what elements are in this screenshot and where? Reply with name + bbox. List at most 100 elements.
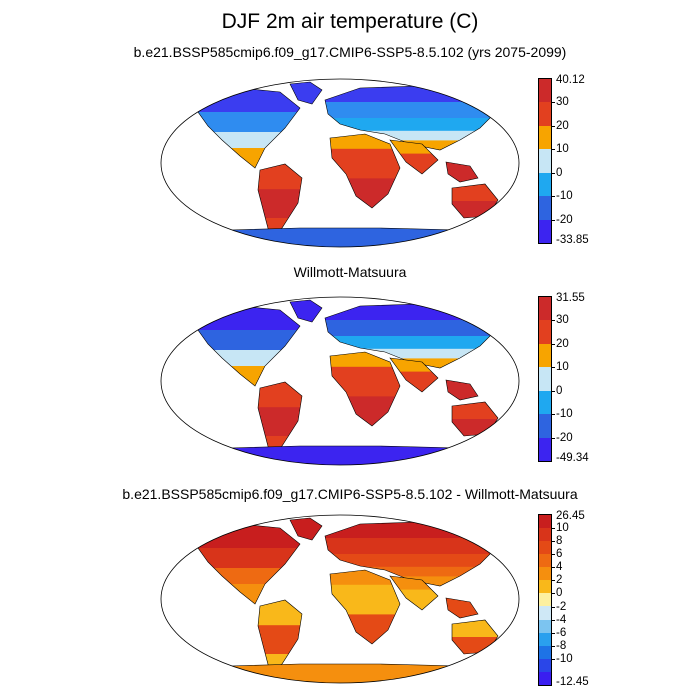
colorbar-segment (539, 79, 551, 103)
colorbar-tick (551, 437, 555, 439)
temperature-band (452, 184, 498, 202)
temperature-band (325, 130, 500, 141)
panel-3-colorbar (538, 514, 552, 686)
colorbar-tick (551, 414, 555, 416)
colorbar-segment (539, 320, 551, 344)
colorbar-segment (539, 102, 551, 126)
colorbar-segment (539, 567, 551, 581)
colorbar-tick (551, 172, 555, 174)
coastline (445, 161, 479, 183)
colorbar-tick-label: 10 (556, 522, 569, 535)
colorbar-tick (551, 593, 555, 595)
colorbar-segment (539, 196, 551, 220)
land-region (446, 380, 478, 400)
colorbar-segment (539, 297, 551, 321)
temperature-band (325, 348, 500, 359)
colorbar-tick (551, 632, 555, 634)
colorbar-tick-label: -2 (556, 600, 567, 613)
coastline (329, 569, 401, 645)
land-region (452, 620, 498, 654)
colorbar-min-label: -12.45 (556, 676, 589, 688)
map-svg (160, 78, 520, 248)
coastline (389, 357, 439, 393)
colorbar-tick-label: 30 (556, 314, 569, 327)
panel-2-map (160, 296, 520, 466)
colorbar-tick (551, 219, 555, 221)
colorbar-segment (539, 125, 551, 150)
colorbar-tick-label: -10 (556, 408, 573, 421)
colorbar-tick-label: 2 (556, 574, 563, 587)
temperature-band (452, 620, 498, 638)
temperature-band (325, 336, 500, 350)
coastline (389, 139, 439, 175)
coastline (257, 599, 303, 673)
colorbar-tick-label: -4 (556, 613, 567, 626)
land-region (452, 184, 498, 218)
panel-2-title: Willmott-Matsuura (293, 264, 407, 280)
colorbar-tick (551, 619, 555, 621)
colorbar-segment (539, 554, 551, 568)
colorbar-tick-label: 0 (556, 166, 563, 179)
colorbar-tick (551, 367, 555, 369)
colorbar-tick-label: 10 (556, 143, 569, 156)
land-region (230, 664, 460, 683)
colorbar-segment (539, 390, 551, 415)
colorbar-segment (539, 606, 551, 620)
colorbar-tick-label: -20 (556, 213, 573, 226)
colorbar-segment (539, 658, 551, 672)
colorbar-segment (539, 671, 551, 685)
colorbar-tick (551, 102, 555, 104)
land-region (290, 518, 322, 540)
land-region (452, 402, 498, 436)
globe-outline (160, 78, 520, 248)
colorbar-tick-label: -6 (556, 626, 567, 639)
panel-3-map (160, 514, 520, 684)
colorbar-tick-label: -10 (556, 652, 573, 665)
panel-1-colorbar (538, 78, 552, 244)
coastline (445, 379, 479, 401)
colorbar-tick (551, 580, 555, 582)
colorbar-segment (539, 172, 551, 197)
coastline (197, 523, 301, 605)
land-region (446, 598, 478, 618)
temperature-band (325, 102, 500, 119)
colorbar-tick-label: 10 (556, 361, 569, 374)
temperature-band (198, 548, 300, 569)
colorbar-segment (539, 580, 551, 594)
colorbar-segment (539, 593, 551, 607)
colorbar-segment (539, 367, 551, 391)
panel-1-title: b.e21.BSSP585cmip6.f09_g17.CMIP6-SSP5-8.… (133, 44, 567, 60)
land-region (290, 300, 322, 322)
temperature-band (325, 320, 500, 337)
colorbar-tick (551, 554, 555, 556)
temperature-band (446, 162, 478, 182)
globe-outline (160, 514, 520, 684)
temperature-band (325, 554, 500, 568)
temperature-band (325, 118, 500, 132)
colorbar-tick-label: 20 (556, 119, 569, 132)
colorbar-segment (539, 219, 551, 243)
coastline (329, 351, 401, 427)
colorbar-tick (551, 320, 555, 322)
temperature-band (325, 86, 500, 103)
temperature-band (230, 446, 460, 465)
temperature-band (325, 566, 500, 577)
coastline (445, 597, 479, 619)
colorbar-segment (539, 528, 551, 542)
colorbar-tick-label: 20 (556, 337, 569, 350)
panel-3-title: b.e21.BSSP585cmip6.f09_g17.CMIP6-SSP5-8.… (122, 486, 578, 502)
map-svg (160, 514, 520, 684)
land-region (290, 82, 322, 104)
colorbar-tick (551, 125, 555, 127)
colorbar-tick (551, 541, 555, 543)
land-region (230, 446, 460, 465)
temperature-band (230, 228, 460, 247)
temperature-band (446, 380, 478, 400)
coastline (257, 381, 303, 455)
colorbar-tick (551, 196, 555, 198)
coastline (289, 517, 323, 541)
colorbar-tick-label: -8 (556, 639, 567, 652)
coastline (257, 163, 303, 237)
temperature-band (290, 300, 322, 322)
colorbar-max-label: 26.45 (556, 510, 585, 522)
